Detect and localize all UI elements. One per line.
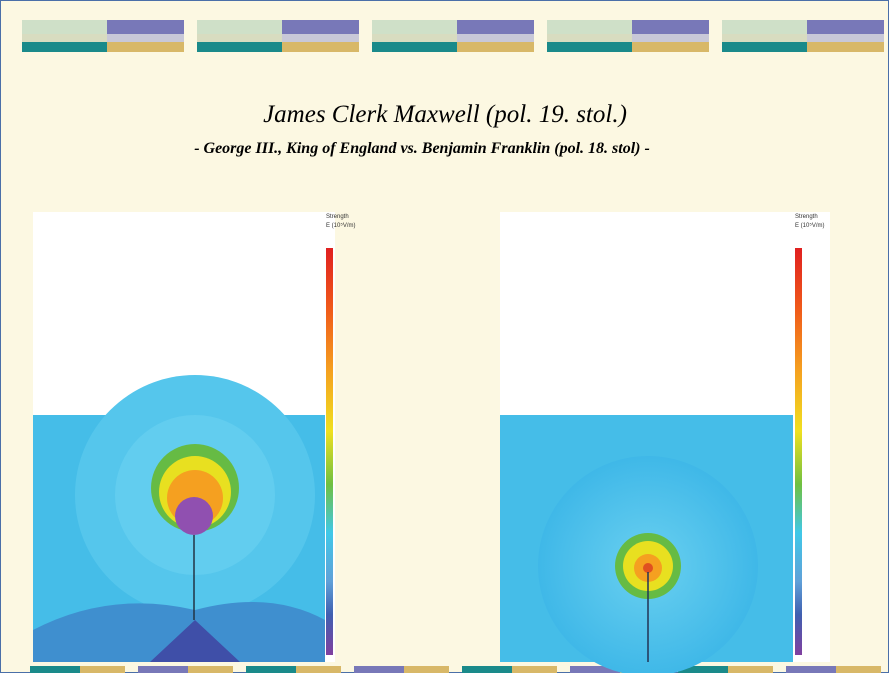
decor xyxy=(30,666,80,673)
decor xyxy=(372,42,457,52)
decor xyxy=(786,666,836,673)
decor xyxy=(457,42,534,52)
decor xyxy=(457,20,534,34)
legend-title: Strength xyxy=(326,214,349,220)
decor xyxy=(512,666,557,673)
decor xyxy=(807,20,884,34)
decor xyxy=(632,42,709,52)
decor xyxy=(457,34,534,42)
decor xyxy=(728,666,773,673)
decor xyxy=(22,42,107,52)
decor xyxy=(722,34,807,42)
decor xyxy=(296,666,341,673)
title: James Clerk Maxwell (pol. 19. stol.) xyxy=(263,101,627,128)
decor xyxy=(107,42,184,52)
decor xyxy=(547,34,632,42)
decor xyxy=(372,20,457,34)
decor xyxy=(107,34,184,42)
decor xyxy=(282,20,359,34)
decor xyxy=(372,34,457,42)
decor xyxy=(836,666,881,673)
right-panel: Strength E (10⁵V/m) xyxy=(500,212,830,673)
decor xyxy=(547,42,632,52)
decor xyxy=(246,666,296,673)
decor-bars xyxy=(22,20,884,673)
decor xyxy=(807,34,884,42)
decor xyxy=(22,20,107,34)
decor xyxy=(197,20,282,34)
decor xyxy=(462,666,512,673)
legend-title: Strength xyxy=(795,214,818,220)
decor xyxy=(107,20,184,34)
legend-unit: E (10⁵V/m) xyxy=(326,222,356,229)
decor xyxy=(632,34,709,42)
decor xyxy=(22,34,107,42)
decor xyxy=(188,666,233,673)
decor xyxy=(632,20,709,34)
decor xyxy=(678,666,728,673)
decor xyxy=(282,34,359,42)
subtitle: - George III., King of England vs. Benja… xyxy=(194,140,650,157)
decor xyxy=(80,666,125,673)
decor xyxy=(354,666,404,673)
legend-unit: E (10⁵V/m) xyxy=(795,222,825,229)
decor xyxy=(138,666,188,673)
decor xyxy=(807,42,884,52)
decor xyxy=(197,34,282,42)
decor xyxy=(547,20,632,34)
left-panel: Strength E (10⁵V/m) xyxy=(33,212,356,662)
decor xyxy=(282,42,359,52)
decor xyxy=(570,666,620,673)
decor xyxy=(197,42,282,52)
decor xyxy=(722,42,807,52)
decor xyxy=(722,20,807,34)
decor xyxy=(404,666,449,673)
